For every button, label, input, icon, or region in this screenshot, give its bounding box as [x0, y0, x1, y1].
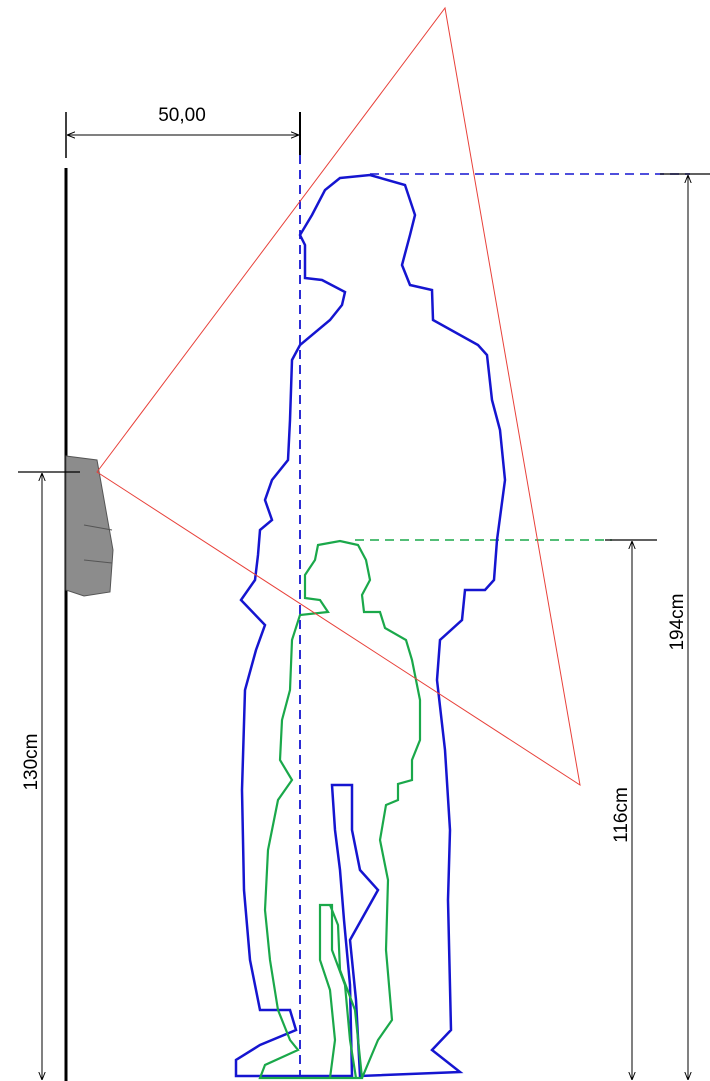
child-silhouette	[258, 539, 422, 1080]
dim-label: 130cm	[21, 733, 42, 790]
dim-label: 50,00	[158, 105, 206, 126]
dim-label: 194cm	[667, 593, 688, 650]
device-edge	[83, 524, 113, 531]
device-edge	[83, 559, 113, 564]
dim-label: 116cm	[611, 787, 632, 843]
adult-silhouette	[234, 173, 507, 1078]
field-of-view	[96, 6, 581, 787]
